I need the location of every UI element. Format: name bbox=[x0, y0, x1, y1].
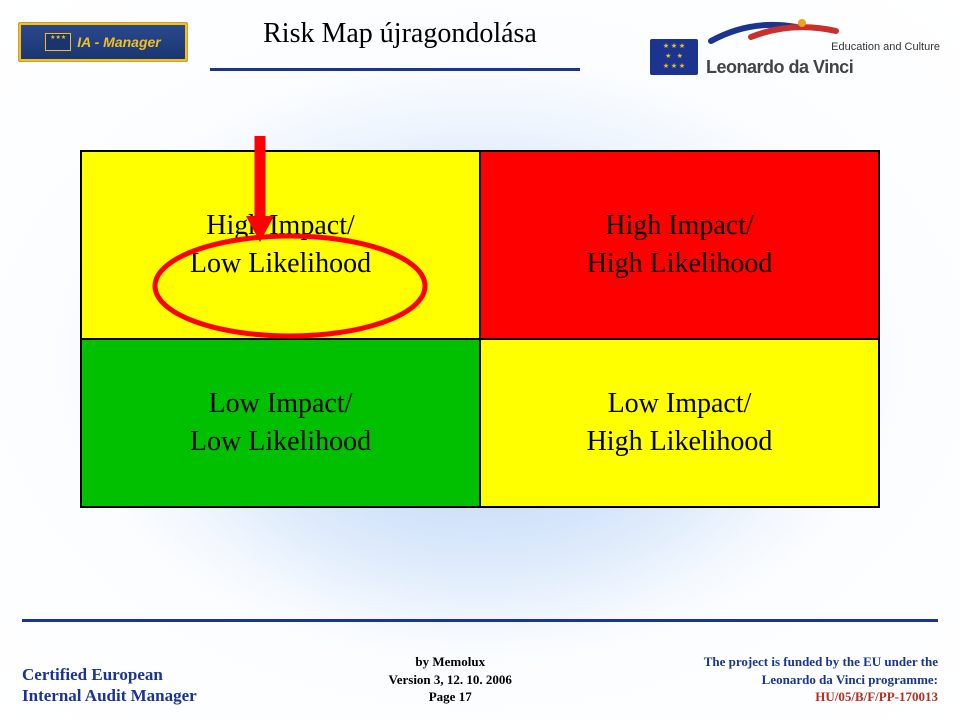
footer-center: by Memolux Version 3, 12. 10. 2006 Page … bbox=[389, 653, 512, 706]
cell-line: Low Impact/ bbox=[608, 385, 752, 423]
cell-line: Low Likelihood bbox=[190, 423, 371, 461]
swoosh-icon bbox=[706, 17, 940, 45]
highlight-arrow-oval bbox=[140, 136, 440, 356]
cell-line: Low Impact/ bbox=[209, 385, 353, 423]
footer-right-line: The project is funded by the EU under th… bbox=[704, 653, 938, 671]
footer-center-line: by Memolux bbox=[389, 653, 512, 671]
footer: Certified European Internal Audit Manage… bbox=[22, 653, 938, 706]
footer-right-line: Leonardo da Vinci programme: bbox=[704, 671, 938, 689]
title-block: Risk Map újragondolása bbox=[210, 18, 590, 71]
eu-flag-icon bbox=[650, 39, 698, 75]
footer-center-line: Version 3, 12. 10. 2006 bbox=[389, 671, 512, 689]
eu-flag-icon bbox=[45, 33, 71, 51]
leonardo-logo: Education and Culture Leonardo da Vinci bbox=[650, 8, 940, 86]
footer-left-line: Certified European bbox=[22, 664, 197, 685]
footer-right: The project is funded by the EU under th… bbox=[704, 653, 938, 706]
cell-line: High Impact/ bbox=[605, 207, 754, 245]
cell-high-impact-high-likelihood: High Impact/ High Likelihood bbox=[480, 151, 879, 339]
title-underline bbox=[210, 68, 580, 71]
cell-low-impact-high-likelihood: Low Impact/ High Likelihood bbox=[480, 339, 879, 507]
logo-main: Leonardo da Vinci bbox=[706, 57, 940, 78]
footer-center-line: Page 17 bbox=[389, 688, 512, 706]
cell-line: High Likelihood bbox=[587, 423, 773, 461]
cell-low-impact-low-likelihood: Low Impact/ Low Likelihood bbox=[81, 339, 480, 507]
footer-left: Certified European Internal Audit Manage… bbox=[22, 664, 197, 707]
logo-text-block: Education and Culture Leonardo da Vinci bbox=[706, 17, 940, 78]
ia-manager-badge: IA - Manager bbox=[18, 22, 188, 62]
badge-text: IA - Manager bbox=[77, 34, 161, 50]
cell-line: High Likelihood bbox=[587, 245, 773, 283]
footer-right-line: HU/05/B/F/PP-170013 bbox=[704, 688, 938, 706]
page-title: Risk Map újragondolása bbox=[210, 18, 590, 50]
footer-left-line: Internal Audit Manager bbox=[22, 685, 197, 706]
footer-rule bbox=[22, 619, 938, 622]
